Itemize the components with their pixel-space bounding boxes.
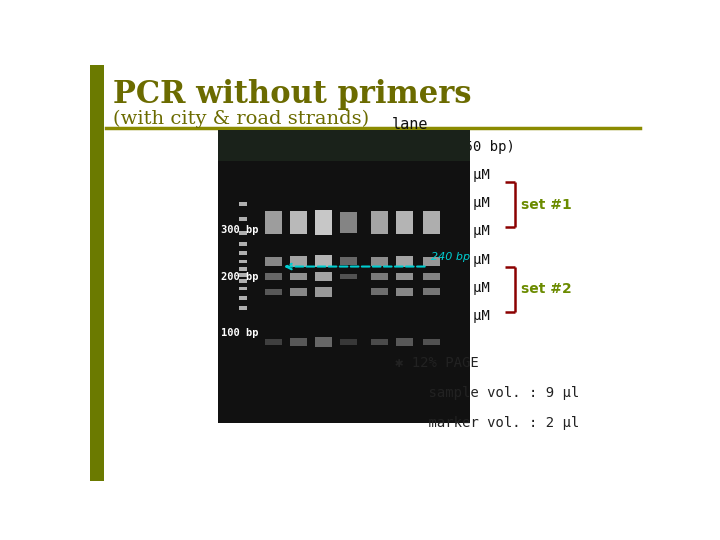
FancyBboxPatch shape — [315, 255, 332, 267]
FancyBboxPatch shape — [239, 231, 247, 235]
FancyBboxPatch shape — [239, 287, 247, 291]
FancyBboxPatch shape — [218, 130, 469, 423]
Text: ✱ 12% PAGE: ✱ 12% PAGE — [395, 356, 479, 370]
FancyBboxPatch shape — [239, 296, 247, 300]
FancyBboxPatch shape — [265, 289, 282, 295]
FancyBboxPatch shape — [265, 256, 282, 266]
Text: 200 bp: 200 bp — [220, 272, 258, 281]
FancyBboxPatch shape — [290, 288, 307, 296]
FancyBboxPatch shape — [371, 339, 387, 346]
FancyBboxPatch shape — [423, 288, 441, 295]
FancyBboxPatch shape — [239, 217, 247, 221]
FancyBboxPatch shape — [423, 273, 441, 280]
FancyBboxPatch shape — [423, 339, 441, 346]
FancyBboxPatch shape — [290, 256, 307, 267]
FancyBboxPatch shape — [396, 256, 413, 267]
FancyBboxPatch shape — [315, 287, 332, 296]
Text: sample vol. : 9 μl: sample vol. : 9 μl — [395, 386, 580, 400]
FancyBboxPatch shape — [341, 257, 357, 265]
FancyBboxPatch shape — [239, 202, 247, 206]
Text: lane: lane — [392, 117, 428, 132]
FancyBboxPatch shape — [239, 251, 247, 255]
Text: 4 : 2.0 μM: 4 : 2.0 μM — [406, 225, 490, 239]
FancyBboxPatch shape — [239, 273, 247, 278]
Text: 100 bp: 100 bp — [220, 328, 258, 338]
FancyBboxPatch shape — [290, 211, 307, 234]
FancyBboxPatch shape — [396, 211, 413, 234]
Text: 3 : 1.0 μM: 3 : 1.0 μM — [406, 196, 490, 210]
Text: PCR without primers: PCR without primers — [113, 79, 472, 110]
Text: 1 : M (50 bp): 1 : M (50 bp) — [406, 140, 515, 154]
FancyBboxPatch shape — [423, 256, 441, 266]
Text: 300 bp: 300 bp — [220, 225, 258, 235]
Text: marker vol. : 2 μl: marker vol. : 2 μl — [395, 416, 580, 430]
Text: set #2: set #2 — [521, 282, 572, 296]
FancyBboxPatch shape — [239, 306, 247, 309]
FancyBboxPatch shape — [396, 273, 413, 280]
FancyBboxPatch shape — [341, 212, 357, 233]
FancyBboxPatch shape — [265, 211, 282, 234]
FancyBboxPatch shape — [265, 339, 282, 345]
FancyBboxPatch shape — [396, 288, 413, 296]
FancyBboxPatch shape — [265, 273, 282, 280]
FancyBboxPatch shape — [423, 211, 441, 234]
FancyBboxPatch shape — [315, 211, 332, 235]
Text: 240 bp: 240 bp — [431, 252, 470, 262]
FancyBboxPatch shape — [290, 273, 307, 280]
Text: (with city & road strands): (with city & road strands) — [113, 110, 369, 128]
FancyBboxPatch shape — [371, 211, 387, 234]
FancyBboxPatch shape — [371, 273, 387, 280]
Text: 7 : 2.0 μM: 7 : 2.0 μM — [406, 309, 490, 323]
FancyBboxPatch shape — [371, 288, 387, 295]
FancyBboxPatch shape — [371, 256, 387, 266]
FancyBboxPatch shape — [239, 267, 247, 271]
Text: 6 : 1.0 μM: 6 : 1.0 μM — [406, 281, 490, 295]
Text: set #1: set #1 — [521, 198, 572, 212]
FancyBboxPatch shape — [396, 338, 413, 346]
FancyBboxPatch shape — [290, 338, 307, 346]
FancyBboxPatch shape — [90, 65, 104, 481]
Text: 2 : 0.5 μM: 2 : 0.5 μM — [406, 168, 490, 182]
FancyBboxPatch shape — [315, 338, 332, 347]
FancyBboxPatch shape — [315, 272, 332, 281]
FancyBboxPatch shape — [341, 274, 357, 279]
FancyBboxPatch shape — [239, 260, 247, 264]
Text: 5 : 0.5 μM: 5 : 0.5 μM — [406, 253, 490, 267]
FancyBboxPatch shape — [239, 242, 247, 246]
FancyBboxPatch shape — [239, 279, 247, 283]
FancyBboxPatch shape — [341, 339, 357, 345]
FancyBboxPatch shape — [218, 130, 469, 161]
